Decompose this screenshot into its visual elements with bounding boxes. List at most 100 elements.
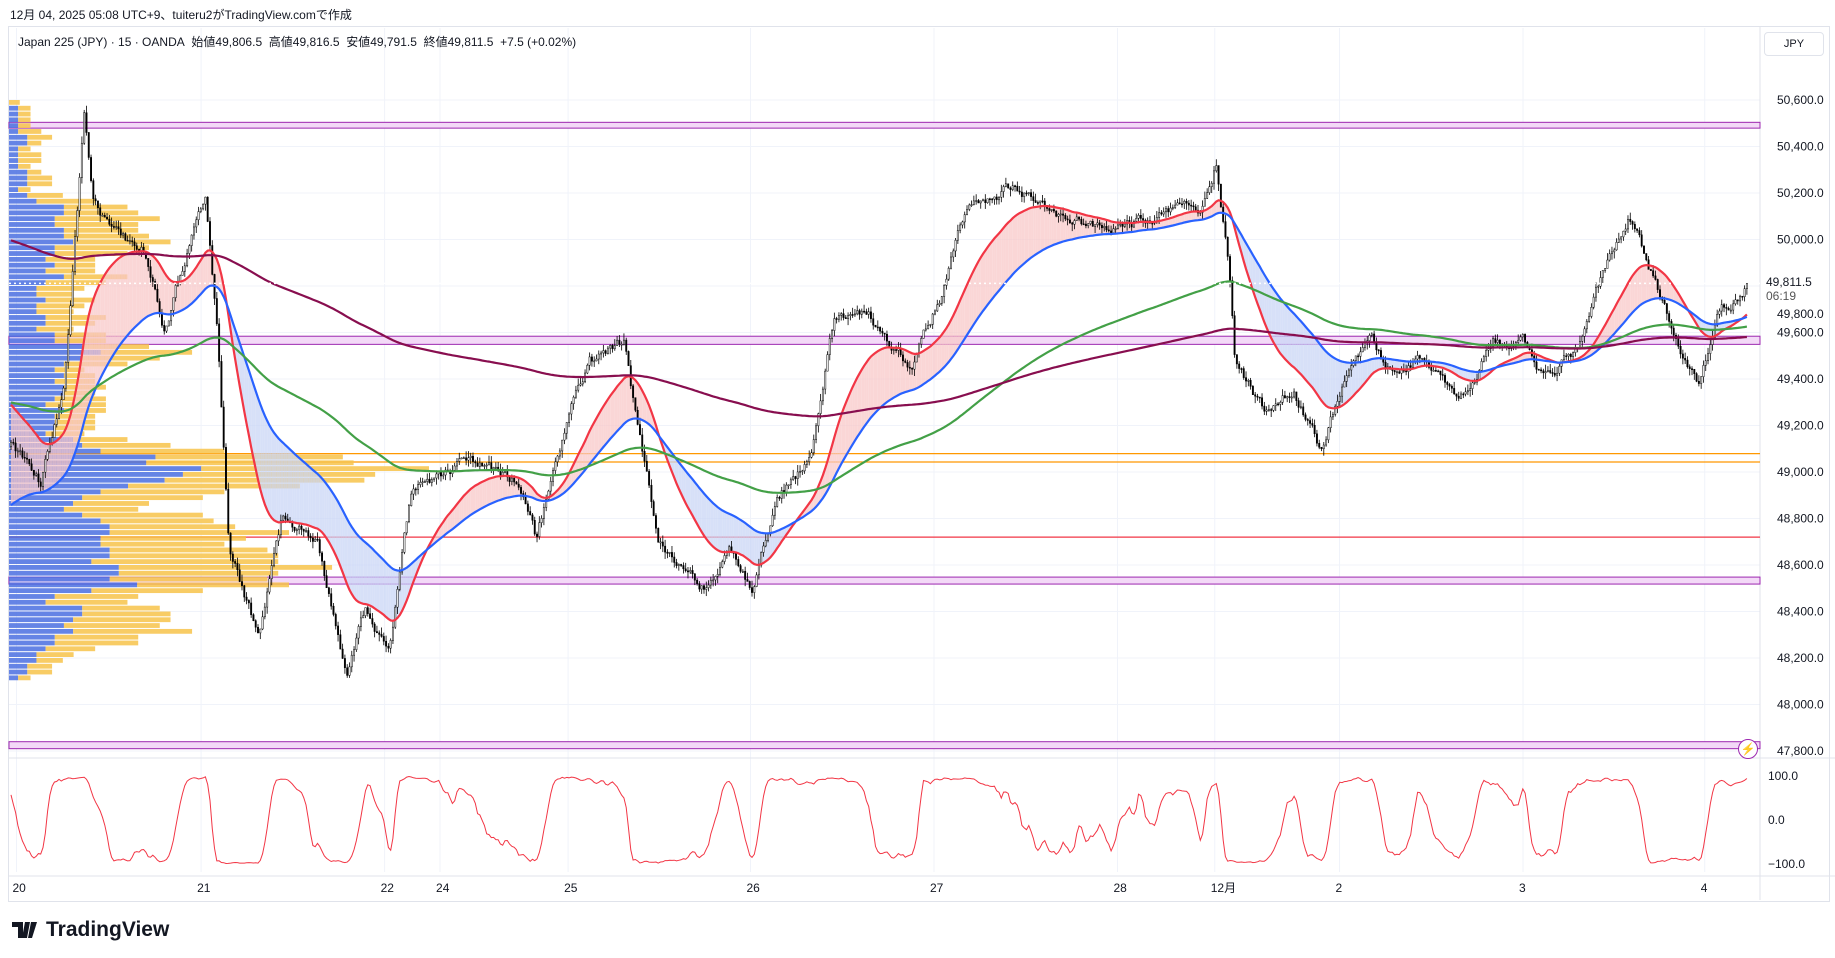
ma-cloud-fill (740, 519, 743, 556)
candle-body (762, 545, 765, 553)
volume-profile-bar-down (18, 675, 31, 681)
candle-body (1178, 202, 1181, 205)
ma-cloud-fill (621, 378, 624, 427)
ma-cloud-fill (189, 273, 192, 306)
ma-cloud-fill (994, 235, 997, 297)
volume-profile-bar-up (9, 472, 183, 477)
candle-body (103, 215, 106, 218)
ma-cloud-fill (1396, 360, 1400, 370)
ma-cloud-fill (1300, 321, 1304, 377)
ma-cloud-fill (1252, 254, 1256, 298)
volume-profile-bar-down (109, 547, 268, 553)
ma-cloud-fill (351, 526, 355, 598)
volume-profile-bar-down (27, 181, 53, 187)
candle-body (794, 476, 797, 479)
ma-cloud-fill (292, 451, 295, 523)
ma-cloud-fill (628, 376, 631, 421)
candle-body (456, 461, 458, 467)
volume-profile-bar-up (9, 262, 55, 268)
candle-body (650, 484, 653, 502)
candle-body (696, 579, 699, 584)
candle-body (293, 526, 296, 531)
candle-body (172, 297, 175, 311)
candle-body (991, 198, 994, 201)
candle-body (812, 439, 815, 453)
ma-cloud-fill (589, 426, 592, 464)
candle-body (771, 514, 774, 527)
currency-button[interactable]: JPY (1764, 32, 1824, 56)
ma-cloud-fill (283, 442, 286, 522)
ma-cloud-fill (472, 485, 476, 514)
candle-body (28, 459, 31, 465)
candle-body (602, 350, 605, 354)
ma-cloud-fill (1280, 298, 1283, 357)
ma-cloud-fill (845, 397, 849, 456)
candle-body (542, 507, 545, 519)
candle-body (462, 457, 465, 459)
candle-body (35, 473, 38, 476)
ma-cloud-fill (118, 256, 121, 347)
ma-cloud-fill (738, 518, 741, 555)
candle-body (1364, 342, 1366, 348)
candle-body (1256, 395, 1259, 398)
ma-cloud-fill (91, 299, 94, 400)
volume-profile-bar-down (109, 576, 268, 582)
volume-profile-bar-up (9, 524, 110, 530)
ma-cloud-fill (1188, 211, 1192, 222)
candle-body (311, 537, 314, 542)
candle-body (600, 352, 603, 355)
ma-cloud-fill (1202, 210, 1205, 220)
volume-profile-bar-down (63, 227, 139, 233)
volume-profile-bar-down (63, 204, 128, 210)
ma-cloud-fill (75, 382, 78, 454)
ma-cloud-fill (992, 238, 995, 299)
ma-cloud-fill (27, 422, 30, 496)
volume-profile-bar-down (201, 466, 429, 471)
volume-profile-bar-up (9, 390, 64, 396)
candle-body (428, 478, 431, 483)
candle-body (369, 613, 372, 619)
candle-body (959, 224, 962, 231)
candle-body (1139, 215, 1142, 219)
ma-cloud-fill (360, 538, 364, 604)
candle-body (1183, 200, 1186, 205)
ma-cloud-fill (312, 469, 316, 528)
ma-cloud-fill (111, 262, 114, 358)
candle-body (1263, 405, 1266, 412)
ma-cloud-fill (724, 511, 727, 553)
volume-profile-bar-down (91, 559, 279, 564)
candle-body (32, 470, 35, 476)
candle-body (348, 666, 351, 676)
candle-body (1665, 303, 1668, 314)
volume-profile-bar-up (9, 506, 64, 512)
lightning-icon[interactable]: ⚡ (1738, 739, 1758, 759)
symbol-name[interactable]: Japan 225 (JPY) · 15 · OANDA (18, 35, 185, 49)
candle-body (1343, 381, 1346, 388)
candle-body (1739, 295, 1741, 302)
candle-body (1672, 327, 1675, 336)
candle-body (833, 318, 836, 331)
volume-profile-bar-up (9, 495, 83, 501)
tradingview-logo[interactable]: TradingView (12, 918, 169, 942)
ma-cloud-fill (861, 365, 865, 431)
moving-average-mid (10, 211, 1748, 572)
volume-profile-bar-up (9, 146, 19, 152)
candle-body (568, 413, 570, 423)
ma-cloud-fill (925, 347, 929, 383)
volume-profile-bar-up (9, 349, 101, 355)
ma-cloud-fill (271, 429, 275, 521)
ma-cloud-fill (1101, 218, 1105, 235)
candle-body (1521, 334, 1524, 338)
candle-body (826, 354, 829, 372)
candle-body (922, 329, 925, 339)
volume-profile-bar-down (82, 611, 171, 617)
symbol-legend: Japan 225 (JPY) · 15 · OANDA 始値49,806.5 … (18, 33, 576, 50)
volume-profile-bar-up (9, 396, 55, 402)
candle-body (250, 602, 253, 615)
candle-body (220, 361, 223, 408)
candle-body (1613, 249, 1616, 253)
ma-cloud-fill (1618, 295, 1622, 329)
ma-cloud-fill (1305, 326, 1308, 383)
ma-cloud-fill (406, 565, 409, 601)
